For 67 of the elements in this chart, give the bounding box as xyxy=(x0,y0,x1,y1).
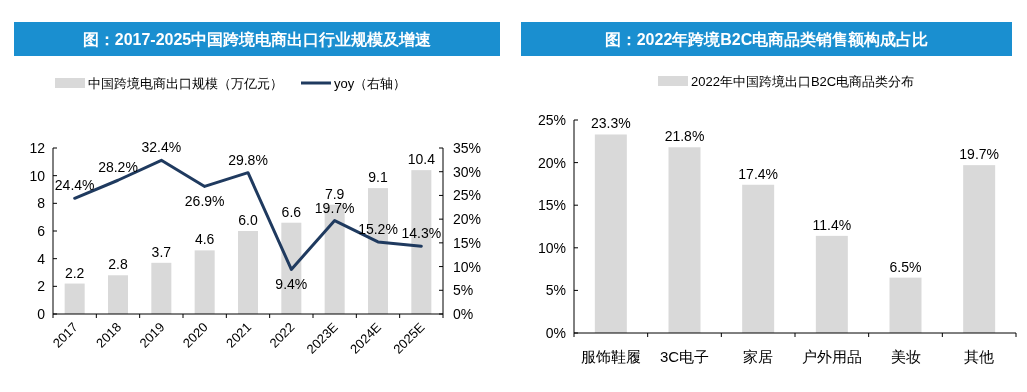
y2-tick-label: 5% xyxy=(453,282,474,299)
y-tick-label: 20% xyxy=(537,154,566,171)
y-tick-label: 10 xyxy=(29,167,46,184)
data-label: 4.6 xyxy=(194,231,215,248)
data-label: 3.7 xyxy=(151,243,172,260)
bar xyxy=(64,283,85,314)
data-label: 7.9 xyxy=(324,185,345,202)
y2-tick-label: 10% xyxy=(453,258,482,275)
data-label: 15.2% xyxy=(358,220,398,237)
data-label: 21.8% xyxy=(664,128,705,145)
data-label: 26.9% xyxy=(184,193,225,210)
y2-tick-label: 15% xyxy=(453,234,482,251)
bar xyxy=(151,262,172,314)
y-tick-label: 15% xyxy=(537,197,566,214)
y-tick-label: 5% xyxy=(545,282,566,299)
data-label: 9.1 xyxy=(368,169,388,186)
data-label: 2.2 xyxy=(64,264,85,281)
legend-label: 中国跨境电商出口规模（万亿元） xyxy=(88,76,283,91)
data-label: 11.4% xyxy=(812,216,852,233)
x-tick-label: 服饰鞋履 xyxy=(580,348,641,365)
bar xyxy=(963,165,996,333)
x-tick-label: 3C电子 xyxy=(659,348,710,365)
bar xyxy=(594,134,627,333)
y-tick-label: 0% xyxy=(545,325,566,341)
data-label: 9.4% xyxy=(275,276,308,293)
y-tick-label: 0 xyxy=(37,306,46,322)
data-label: 28.2% xyxy=(98,159,138,176)
legend-label: 2022年中国跨境出口B2C电商品类分布 xyxy=(691,74,915,89)
data-label: 17.4% xyxy=(738,165,779,182)
data-label: 14.3% xyxy=(401,225,442,242)
y2-tick-label: 30% xyxy=(453,163,482,180)
data-label: 2.8 xyxy=(108,256,128,273)
y-tick-label: 25% xyxy=(537,112,566,128)
data-label: 29.8% xyxy=(228,151,268,168)
data-label: 23.3% xyxy=(590,115,631,132)
bar xyxy=(194,250,215,314)
y-tick-label: 6 xyxy=(37,223,46,239)
data-label: 32.4% xyxy=(141,139,182,156)
chart-title: 图：2017-2025中国跨境电商出口行业规模及增速 xyxy=(82,30,433,48)
bar xyxy=(108,275,128,314)
data-label: 6.0 xyxy=(238,212,258,228)
y-tick-label: 8 xyxy=(37,195,46,212)
bar xyxy=(815,235,848,333)
y-tick-label: 10% xyxy=(537,239,566,256)
y-tick-label: 2 xyxy=(37,278,46,295)
y2-tick-label: 25% xyxy=(453,187,482,204)
x-tick-label: 户外用品 xyxy=(801,348,862,365)
y2-tick-label: 20% xyxy=(453,211,482,228)
chart-title: 图：2022年跨境B2C电商品类销售额构成占比 xyxy=(604,30,929,48)
data-label: 10.4 xyxy=(407,151,436,168)
bar xyxy=(889,277,922,333)
x-tick-label: 其他 xyxy=(964,348,995,365)
y-tick-label: 12 xyxy=(29,140,46,156)
data-label: 19.7% xyxy=(314,199,355,216)
x-tick-label: 美妆 xyxy=(890,348,921,365)
data-label: 24.4% xyxy=(54,177,95,194)
data-label: 6.5% xyxy=(889,258,922,275)
data-label: 19.7% xyxy=(959,146,1000,163)
y-tick-label: 4 xyxy=(37,250,46,267)
bar xyxy=(238,231,258,314)
y2-tick-label: 35% xyxy=(453,140,482,156)
bar xyxy=(668,147,701,333)
y2-tick-label: 0% xyxy=(453,306,474,322)
legend-label: yoy（右轴） xyxy=(334,76,407,91)
data-label: 6.6 xyxy=(281,203,302,220)
x-tick-label: 家居 xyxy=(743,348,774,365)
bar xyxy=(742,184,775,333)
